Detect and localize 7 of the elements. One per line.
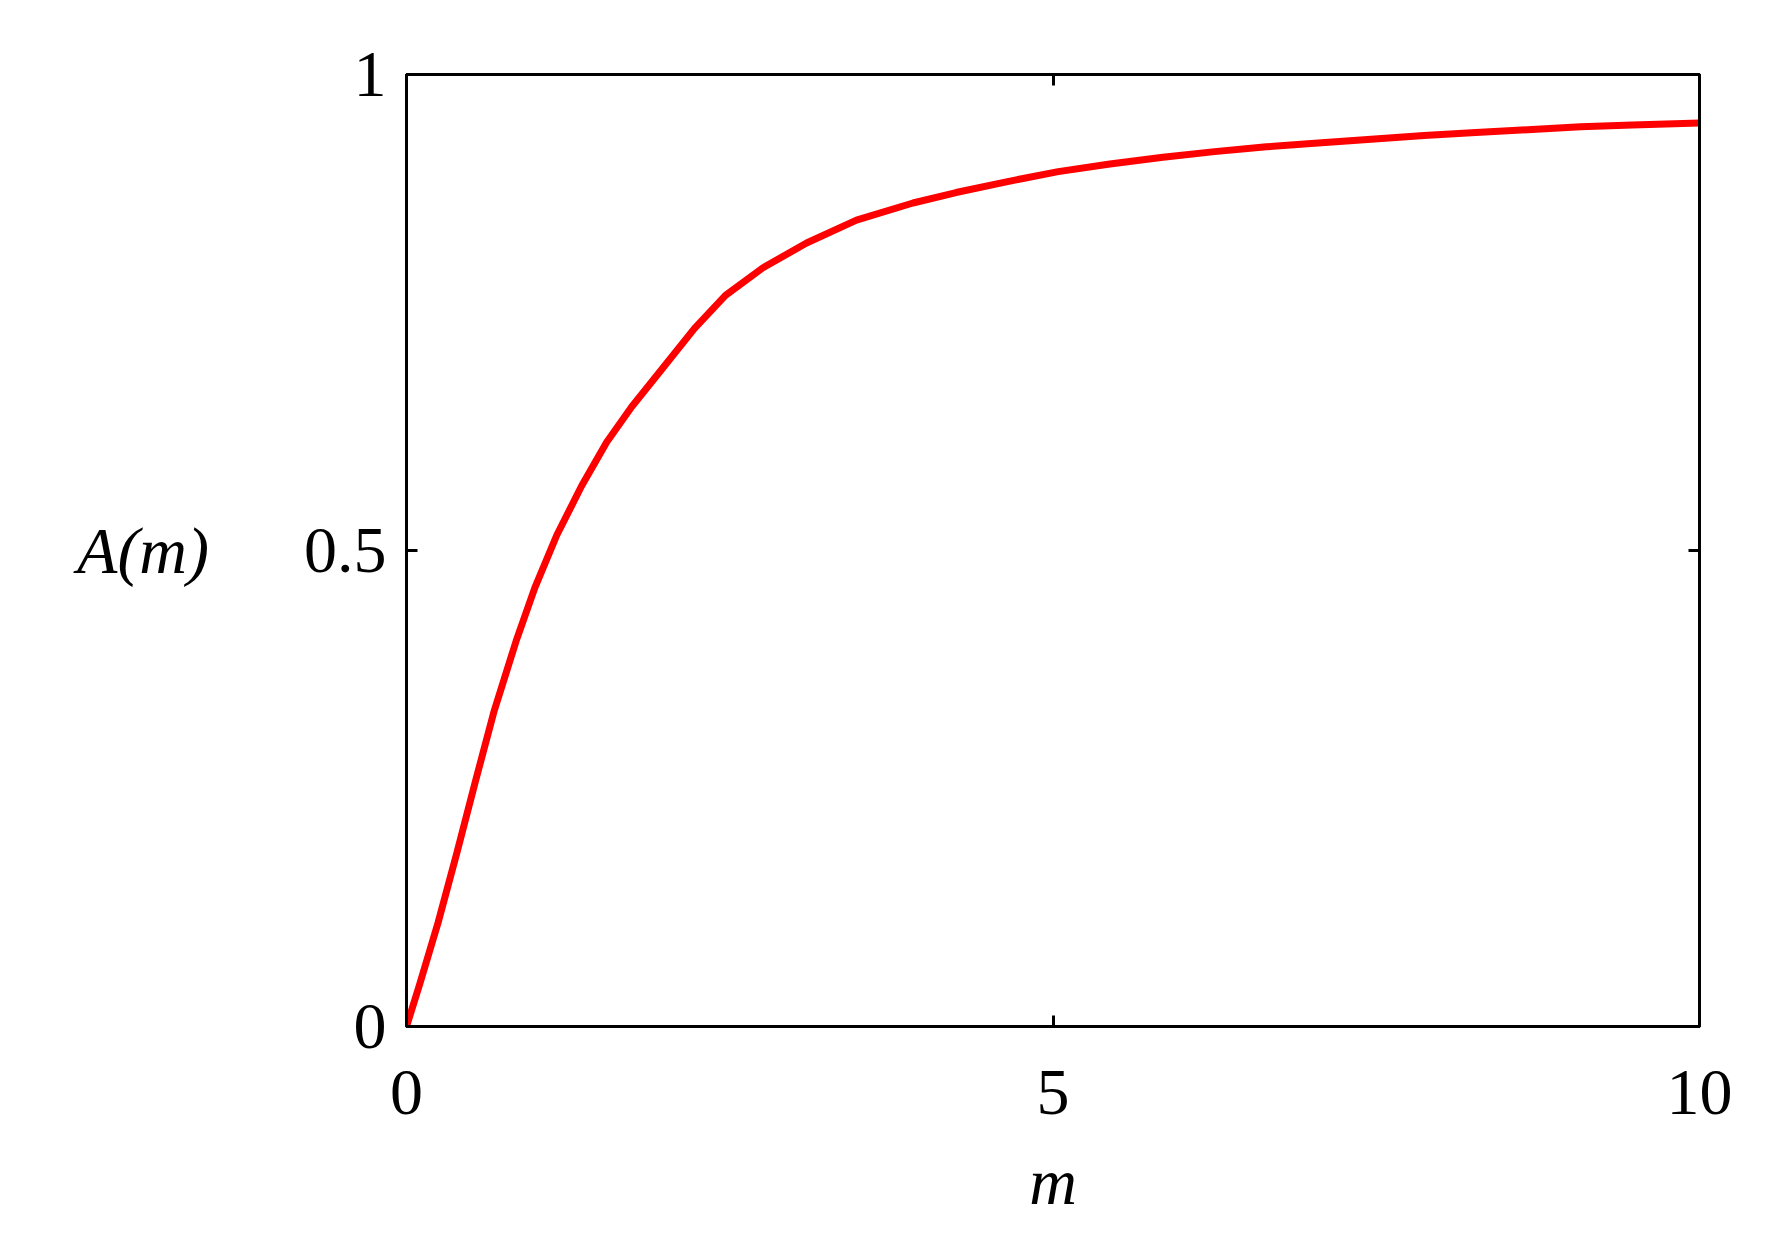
x-tick-label: 5 bbox=[1036, 1054, 1070, 1128]
y-tick-label: 1 bbox=[353, 37, 387, 110]
x-tick-label: 10 bbox=[1666, 1054, 1733, 1128]
y-tick-label: 0.5 bbox=[304, 513, 387, 586]
x-axis-title: m bbox=[1029, 1144, 1077, 1218]
y-axis-title: A(m) bbox=[73, 514, 209, 588]
y-tick-label: 0 bbox=[353, 989, 387, 1062]
